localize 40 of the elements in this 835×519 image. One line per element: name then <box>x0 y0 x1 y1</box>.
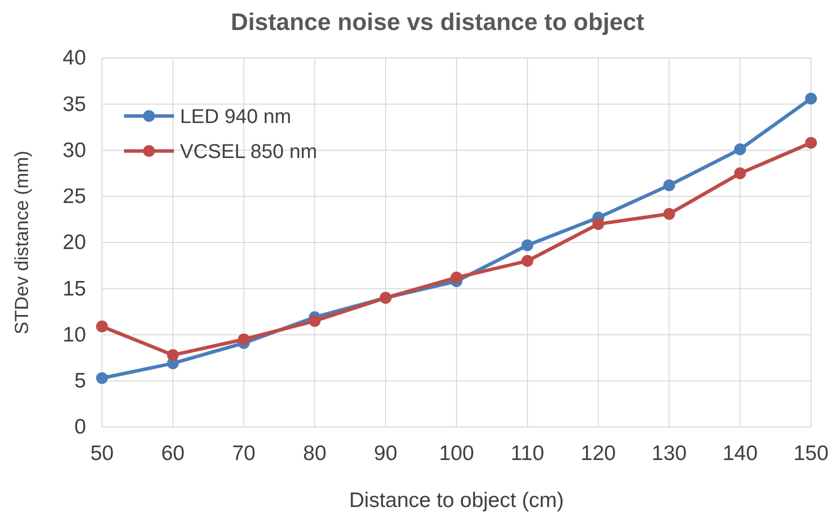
point <box>663 179 676 192</box>
x-tick-label: 70 <box>232 442 256 465</box>
point <box>166 349 179 361</box>
x-tick-label: 50 <box>90 442 114 465</box>
point <box>734 143 746 156</box>
point <box>805 92 817 104</box>
legend-label: VCSEL 850 nm <box>180 141 318 163</box>
x-tick-label: 130 <box>652 442 687 465</box>
point <box>521 239 534 252</box>
x-tick-label: 100 <box>438 442 474 465</box>
x-tick-label: 150 <box>793 442 829 465</box>
legend-label: LED 940 nm <box>180 106 292 128</box>
chart-title: Distance noise vs distance to object <box>230 9 644 36</box>
x-tick-label: 110 <box>510 442 544 465</box>
point <box>308 315 321 327</box>
point <box>238 333 250 346</box>
point <box>96 320 108 332</box>
y-tick-label: 15 <box>62 277 86 300</box>
y-tick-label: 35 <box>62 92 86 116</box>
y-tick-label: 25 <box>62 185 86 208</box>
point <box>450 272 462 284</box>
point <box>805 136 817 149</box>
y-tick-label: 30 <box>62 138 86 162</box>
point <box>734 167 746 180</box>
y-tick-label: 40 <box>62 46 86 70</box>
y-tick-label: 5 <box>74 370 86 393</box>
x-tick-label: 60 <box>161 442 185 465</box>
y-tick-label: 0 <box>74 416 86 439</box>
point <box>663 208 676 220</box>
x-tick-label: 80 <box>303 442 326 465</box>
y-tick-label: 10 <box>62 323 86 346</box>
x-axis-title: Distance to object (cm) <box>349 489 564 512</box>
point <box>96 372 108 384</box>
x-tick-label: 140 <box>722 442 758 465</box>
y-axis-title: STDev distance (mm) <box>12 150 33 334</box>
x-tick-label: 120 <box>580 442 616 465</box>
y-tick-label: 20 <box>62 231 86 254</box>
point <box>521 255 534 267</box>
x-tick-label: 90 <box>374 442 398 465</box>
point <box>592 218 604 230</box>
